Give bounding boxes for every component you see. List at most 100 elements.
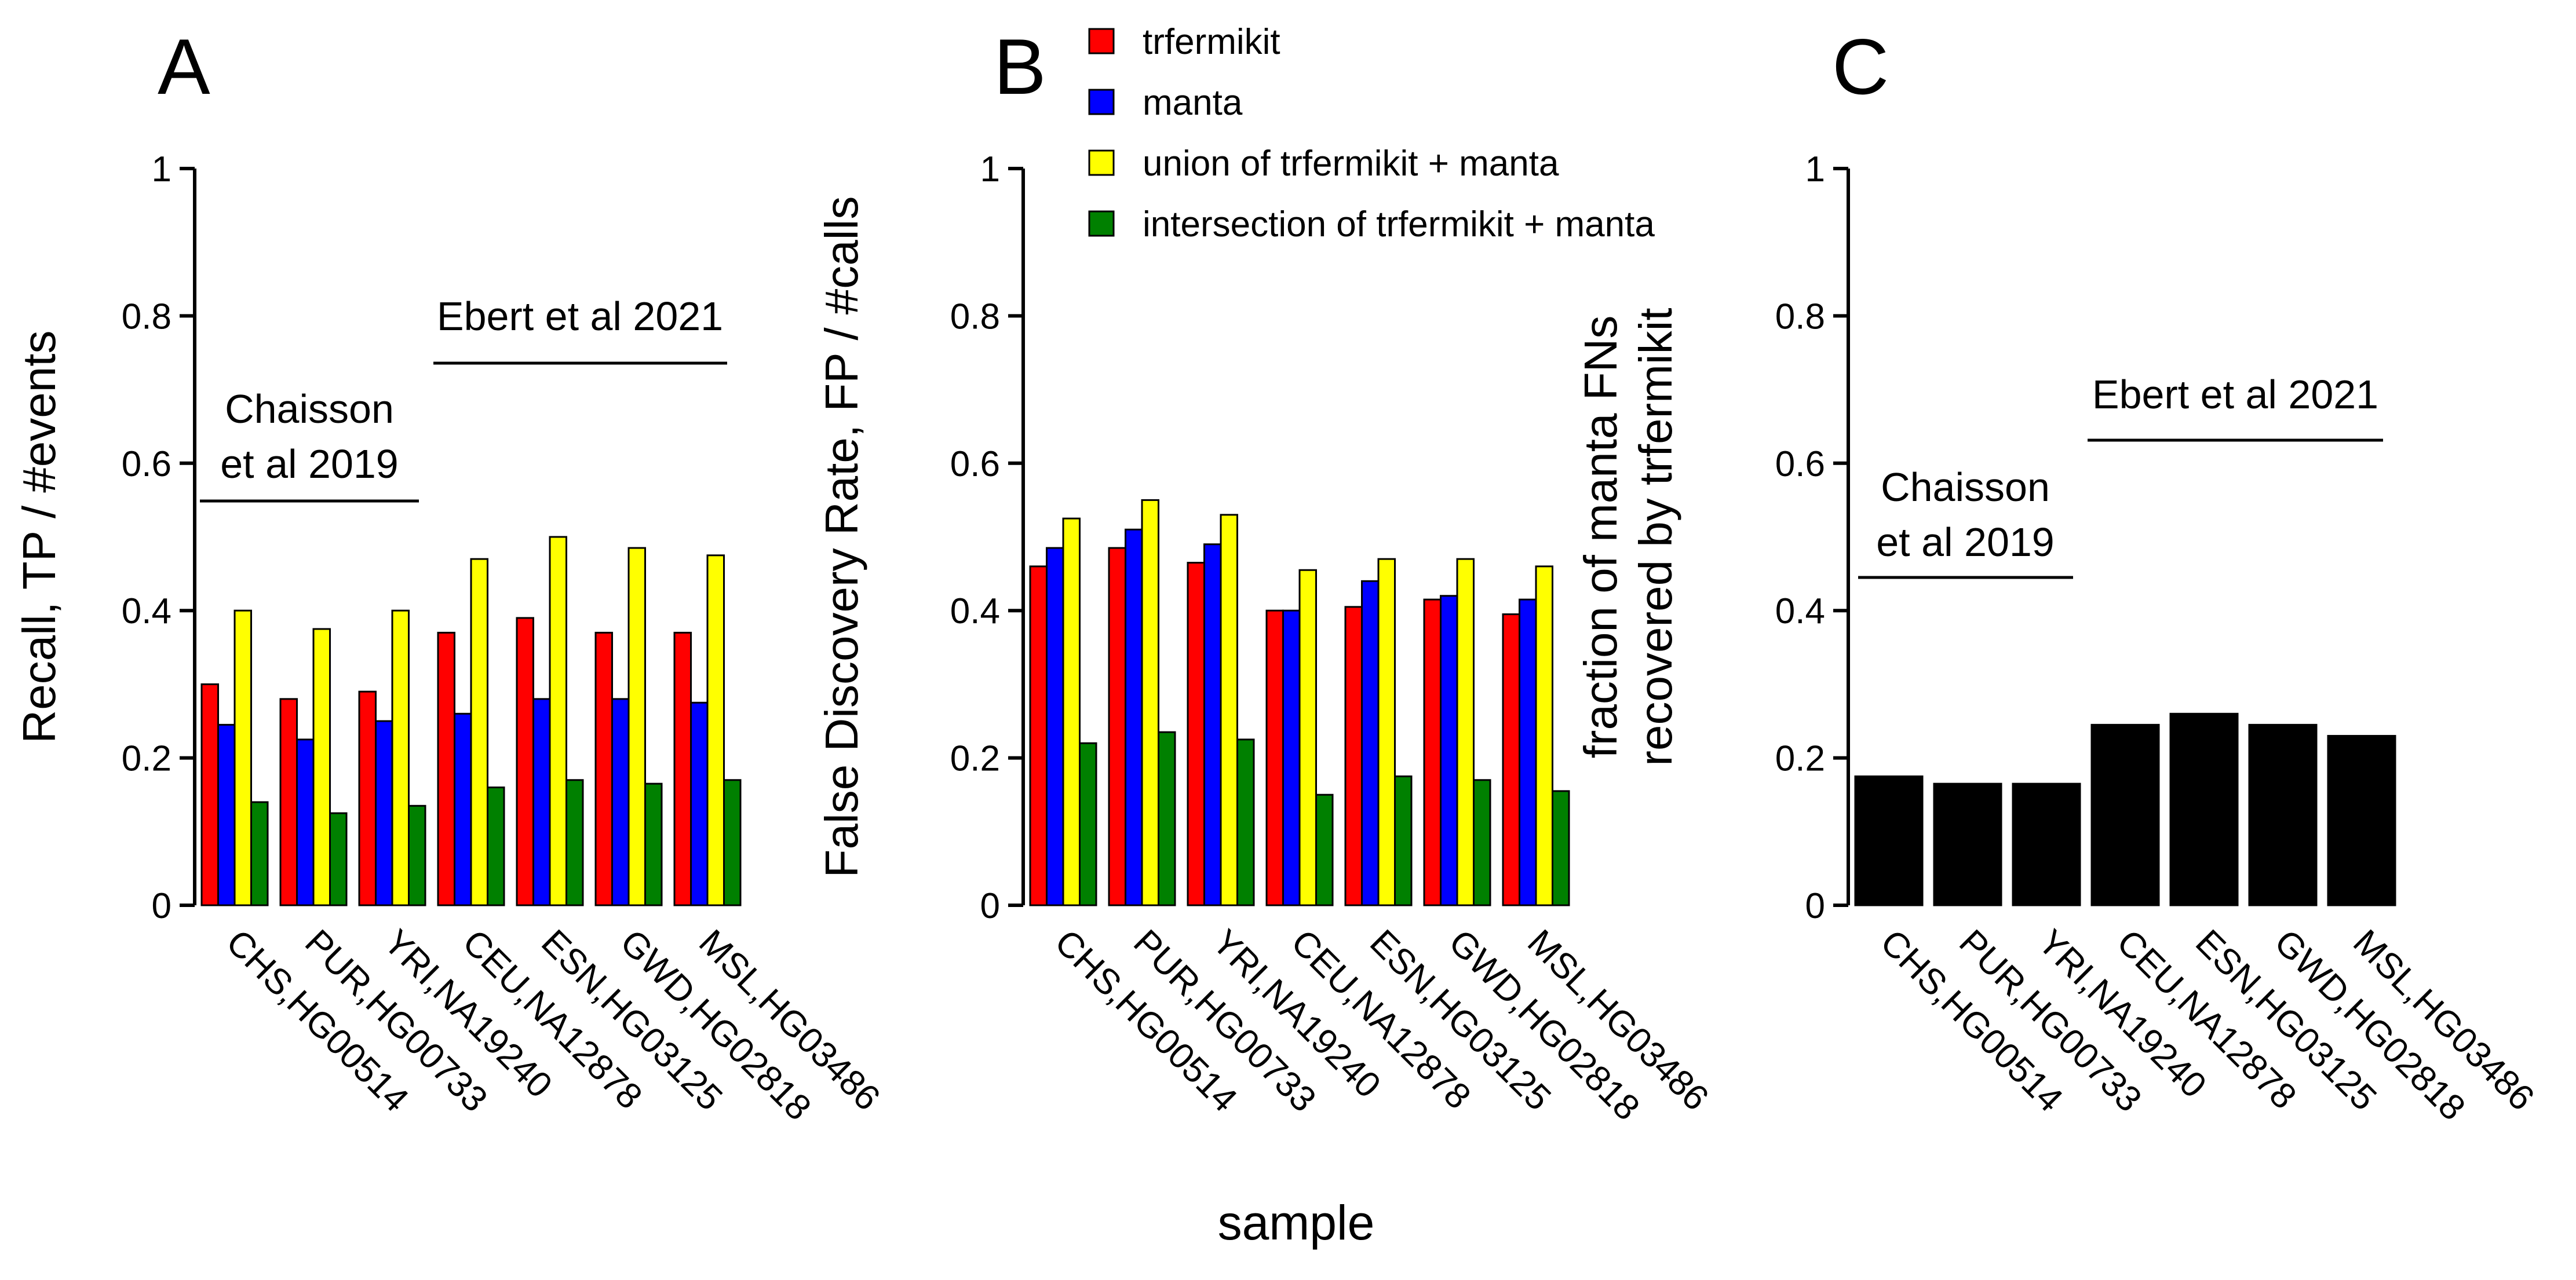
bar-union-of-trfermikit-manta <box>627 547 646 906</box>
bar-trfermikit <box>1502 613 1520 906</box>
bar-union-of-trfermikit-manta <box>549 536 567 906</box>
legend-label: intersection of trfermikit + manta <box>1143 204 1655 244</box>
bar-intersection-of-trfermikit-manta <box>1158 731 1176 906</box>
bar-union-of-trfermikit-manta <box>1220 514 1238 906</box>
legend-swatch <box>1088 149 1115 176</box>
bar-fraction-recovered <box>2012 782 2081 906</box>
bar-trfermikit <box>1029 565 1048 906</box>
bar-union-of-trfermikit-manta <box>391 609 410 906</box>
bar-manta <box>611 698 630 906</box>
bar-fraction-recovered <box>2090 723 2160 906</box>
y-tick-label: 0.6 <box>950 444 1000 484</box>
y-tick-label: 0.6 <box>122 444 172 484</box>
bar-intersection-of-trfermikit-manta <box>1394 775 1413 906</box>
y-axis-label: recovered by trfermikit <box>1630 308 1681 766</box>
bar-intersection-of-trfermikit-manta <box>250 801 269 906</box>
y-tick-label: 0.2 <box>1775 739 1825 779</box>
bar-manta <box>375 720 393 906</box>
bar-fraction-recovered <box>1933 782 2002 906</box>
y-tick-label: 1 <box>1805 149 1825 189</box>
bar-manta <box>1519 598 1537 906</box>
y-tick-label: 0 <box>1805 886 1825 926</box>
bar-intersection-of-trfermikit-manta <box>1236 738 1255 906</box>
bar-union-of-trfermikit-manta <box>1535 565 1553 906</box>
panel-letter: B <box>994 23 1046 111</box>
y-tick-label: 1 <box>980 149 1000 189</box>
legend-swatch <box>1088 28 1115 54</box>
bar-union-of-trfermikit-manta <box>1456 558 1475 906</box>
y-tick-label: 0.6 <box>1775 444 1825 484</box>
y-tick-label: 0 <box>980 886 1000 926</box>
bar-intersection-of-trfermikit-manta <box>1079 742 1097 906</box>
panel-b: B False Discovery Rate, FP / #calls 0 0.2 0.… <box>816 23 1716 1128</box>
group-label: et al 2019 <box>220 441 398 487</box>
y-tick-label: 0.2 <box>950 739 1000 779</box>
y-axis-label: Recall, TP / #events <box>13 331 65 744</box>
bar-union-of-trfermikit-manta <box>1062 517 1081 906</box>
bar-manta <box>1046 547 1064 906</box>
group-label: et al 2019 <box>1876 520 2054 565</box>
bar-union-of-trfermikit-manta <box>1298 569 1317 906</box>
bar-manta <box>1125 528 1143 906</box>
bar-intersection-of-trfermikit-manta <box>487 786 505 906</box>
bar-manta <box>1282 609 1301 906</box>
bar-manta <box>296 738 315 906</box>
y-tick-label: 0 <box>152 886 172 926</box>
bar-manta <box>217 723 236 906</box>
bar-union-of-trfermikit-manta <box>312 628 331 906</box>
bar-trfermikit <box>673 631 692 906</box>
bar-fraction-recovered <box>1854 775 1924 906</box>
bar-union-of-trfermikit-manta <box>233 609 252 906</box>
bar-trfermikit <box>1187 562 1205 906</box>
bar-intersection-of-trfermikit-manta <box>723 779 742 906</box>
bar-intersection-of-trfermikit-manta <box>565 779 584 906</box>
bar-union-of-trfermikit-manta <box>706 554 725 906</box>
y-axis-label: False Discovery Rate, FP / #calls <box>816 196 867 878</box>
bar-manta <box>690 701 709 906</box>
y-tick-label: 0.4 <box>122 591 172 631</box>
y-tick-label: 0.8 <box>122 297 172 337</box>
panel-letter: A <box>158 23 210 111</box>
bar-union-of-trfermikit-manta <box>470 558 488 906</box>
x-axis-label: sample <box>1218 1195 1375 1250</box>
y-tick-label: 0.4 <box>1775 591 1825 631</box>
bar-intersection-of-trfermikit-manta <box>1473 779 1491 906</box>
y-tick-label: 0.8 <box>1775 297 1825 337</box>
bar-intersection-of-trfermikit-manta <box>644 782 663 906</box>
bar-manta <box>454 712 472 906</box>
bar-trfermikit <box>1265 609 1284 906</box>
group-label: Chaisson <box>1881 465 2050 510</box>
bar-trfermikit <box>1108 547 1126 906</box>
panel-letter: C <box>1832 23 1889 111</box>
bar-fraction-recovered <box>2248 723 2318 906</box>
y-tick-label: 0.2 <box>122 739 172 779</box>
group-label: Ebert et al 2021 <box>437 294 723 339</box>
bar-union-of-trfermikit-manta <box>1377 558 1396 906</box>
bar-trfermikit <box>200 683 219 906</box>
bar-trfermikit <box>437 631 455 906</box>
legend-swatch <box>1088 89 1115 115</box>
bar-union-of-trfermikit-manta <box>1141 499 1159 906</box>
y-tick-label: 0.8 <box>950 297 1000 337</box>
bar-manta <box>1203 543 1222 906</box>
legend-swatch <box>1088 210 1115 237</box>
bar-trfermikit <box>279 698 298 906</box>
group-label: Ebert et al 2021 <box>2092 372 2378 417</box>
legend-label: union of trfermikit + manta <box>1143 144 1559 184</box>
group-label: Chaisson <box>225 386 394 431</box>
bar-trfermikit <box>1344 606 1363 906</box>
y-axis-label: fraction of manta FNs <box>1575 316 1626 759</box>
bar-manta <box>1361 580 1380 906</box>
bar-trfermikit <box>1423 598 1442 906</box>
bar-fraction-recovered <box>2169 712 2239 906</box>
bar-intersection-of-trfermikit-manta <box>408 804 426 906</box>
bar-intersection-of-trfermikit-manta <box>1315 793 1334 906</box>
bar-fraction-recovered <box>2327 734 2396 906</box>
y-tick-label: 1 <box>152 149 172 189</box>
bar-intersection-of-trfermikit-manta <box>329 812 348 906</box>
bar-trfermikit <box>516 617 534 906</box>
bar-trfermikit <box>594 631 613 906</box>
